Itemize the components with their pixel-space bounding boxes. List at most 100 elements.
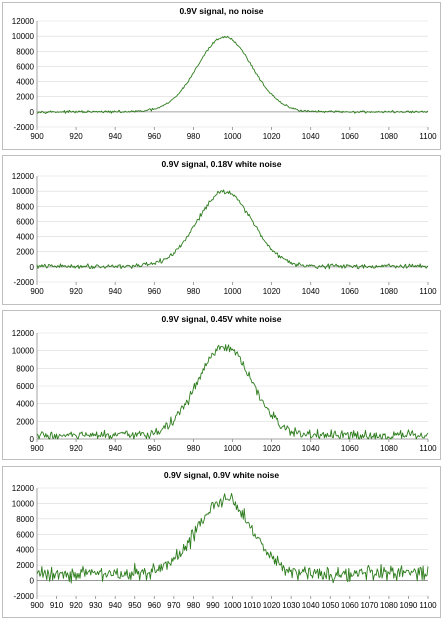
y-tick-label: 0 xyxy=(30,108,35,117)
x-tick-label: 970 xyxy=(167,601,181,610)
x-tick-label: 1000 xyxy=(224,132,242,141)
series-line xyxy=(36,492,429,584)
x-tick-label: 1080 xyxy=(380,601,398,610)
x-tick-label: 1080 xyxy=(380,444,398,453)
x-tick-label: 980 xyxy=(187,132,201,141)
y-tick-label: 10000 xyxy=(12,499,35,508)
chart-title: 0.9V signal, 0.45V white noise xyxy=(162,314,282,324)
chart-title: 0.9V signal, 0.18V white noise xyxy=(162,159,282,169)
x-tick-label: 900 xyxy=(30,601,44,610)
y-tick-label: 8000 xyxy=(16,515,34,524)
y-tick-label: -2000 xyxy=(14,123,35,132)
x-tick-label: 1100 xyxy=(419,601,437,610)
chart-2: 0.9V signal, 0.18V white noise -2000 0 2000… xyxy=(12,159,437,296)
chart-panel-1: 0.9V signal, no noise -2000 0 2000 4000 6000 8… xyxy=(2,2,441,150)
y-tick-label: 10000 xyxy=(12,187,35,196)
x-tick-label: 1040 xyxy=(302,444,320,453)
x-tick-label: 960 xyxy=(148,132,162,141)
x-tick-label: 940 xyxy=(109,601,123,610)
x-tick-label: 1030 xyxy=(282,601,300,610)
chart-title: 0.9V signal, no noise xyxy=(179,6,263,16)
x-tick-label: 900 xyxy=(30,287,44,296)
x-tick-label: 960 xyxy=(148,444,162,453)
y-tick-label: 0 xyxy=(30,263,35,272)
chart-panel-2: 0.9V signal, 0.18V white noise -2000 0 2000… xyxy=(2,155,441,305)
y-tick-label: 12000 xyxy=(12,484,35,493)
chart-1: 0.9V signal, no noise -2000 0 2000 4000 6000 8… xyxy=(12,6,437,141)
y-tick-label: 12000 xyxy=(12,329,35,338)
y-tick-label: 8000 xyxy=(16,47,34,56)
x-tick-label: 990 xyxy=(206,601,220,610)
x-tick-label: 900 xyxy=(30,444,44,453)
x-tick-label: 960 xyxy=(148,601,162,610)
y-tick-label: 2000 xyxy=(16,248,34,257)
y-tick-label: 0 xyxy=(30,577,35,586)
y-tick-label: 4000 xyxy=(16,78,34,87)
x-tick-label: 910 xyxy=(50,601,64,610)
chart-title: 0.9V signal, 0.9V white noise xyxy=(164,470,280,480)
y-tick-label: 0 xyxy=(30,435,35,444)
y-tick-label: 10000 xyxy=(12,347,35,356)
x-tick-label: 960 xyxy=(148,287,162,296)
chart-4: 0.9V signal, 0.9V white noise -2000 0 2000 4… xyxy=(12,470,437,610)
x-tick-label: 1060 xyxy=(341,132,359,141)
series-line xyxy=(36,189,429,270)
x-tick-label: 950 xyxy=(128,601,142,610)
y-tick-label: 8000 xyxy=(16,364,34,373)
x-tick-label: 1080 xyxy=(380,287,398,296)
y-tick-label: 2000 xyxy=(16,93,34,102)
x-tick-label: 1010 xyxy=(243,601,261,610)
x-tick-label: 940 xyxy=(109,444,123,453)
x-tick-label: 1000 xyxy=(224,287,242,296)
x-tick-label: 1020 xyxy=(263,132,281,141)
x-tick-label: 1020 xyxy=(263,287,281,296)
x-tick-label: 980 xyxy=(187,444,201,453)
x-tick-label: 980 xyxy=(187,601,201,610)
x-tick-label: 1060 xyxy=(341,287,359,296)
y-tick-label: 6000 xyxy=(16,62,34,71)
x-tick-label: 940 xyxy=(109,132,123,141)
chart-3: 0.9V signal, 0.45V white noise 0 2000 4000 6… xyxy=(12,314,437,453)
x-tick-label: 1020 xyxy=(263,444,281,453)
x-tick-label: 1080 xyxy=(380,132,398,141)
x-tick-label: 980 xyxy=(187,287,201,296)
y-tick-label: -2000 xyxy=(14,278,35,287)
x-tick-label: 1000 xyxy=(224,444,242,453)
y-tick-label: 10000 xyxy=(12,32,35,41)
x-tick-label: 920 xyxy=(69,287,83,296)
x-tick-label: 920 xyxy=(69,601,83,610)
series-line xyxy=(36,35,429,114)
x-tick-label: 1040 xyxy=(302,132,320,141)
x-tick-label: 1060 xyxy=(341,444,359,453)
x-tick-label: 1020 xyxy=(263,601,281,610)
x-tick-label: 1040 xyxy=(302,287,320,296)
y-tick-label: 6000 xyxy=(16,382,34,391)
x-tick-label: 1100 xyxy=(419,287,437,296)
x-tick-label: 940 xyxy=(109,287,123,296)
y-tick-label: 4000 xyxy=(16,400,34,409)
x-tick-label: 930 xyxy=(89,601,103,610)
x-tick-label: 1060 xyxy=(341,601,359,610)
x-tick-label: 1050 xyxy=(321,601,339,610)
x-tick-label: 1070 xyxy=(360,601,378,610)
x-tick-label: 1040 xyxy=(302,601,320,610)
y-tick-label: 12000 xyxy=(12,172,35,181)
series-line xyxy=(36,344,429,440)
x-tick-label: 1100 xyxy=(419,132,437,141)
y-tick-label: 8000 xyxy=(16,202,34,211)
x-tick-label: 920 xyxy=(69,444,83,453)
chart-panel-4: 0.9V signal, 0.9V white noise -2000 0 2000 4… xyxy=(2,466,441,618)
x-tick-label: 1090 xyxy=(400,601,418,610)
y-tick-label: 6000 xyxy=(16,217,34,226)
chart-panel-3: 0.9V signal, 0.45V white noise 0 2000 4000 6… xyxy=(2,310,441,460)
y-tick-label: 2000 xyxy=(16,417,34,426)
x-tick-label: 900 xyxy=(30,132,44,141)
y-tick-label: -2000 xyxy=(14,592,35,601)
y-tick-label: 2000 xyxy=(16,561,34,570)
y-tick-label: 6000 xyxy=(16,530,34,539)
x-tick-label: 1100 xyxy=(419,444,437,453)
y-tick-label: 12000 xyxy=(12,17,35,26)
x-tick-label: 1000 xyxy=(224,601,242,610)
y-tick-label: 4000 xyxy=(16,233,34,242)
y-tick-label: 4000 xyxy=(16,546,34,555)
